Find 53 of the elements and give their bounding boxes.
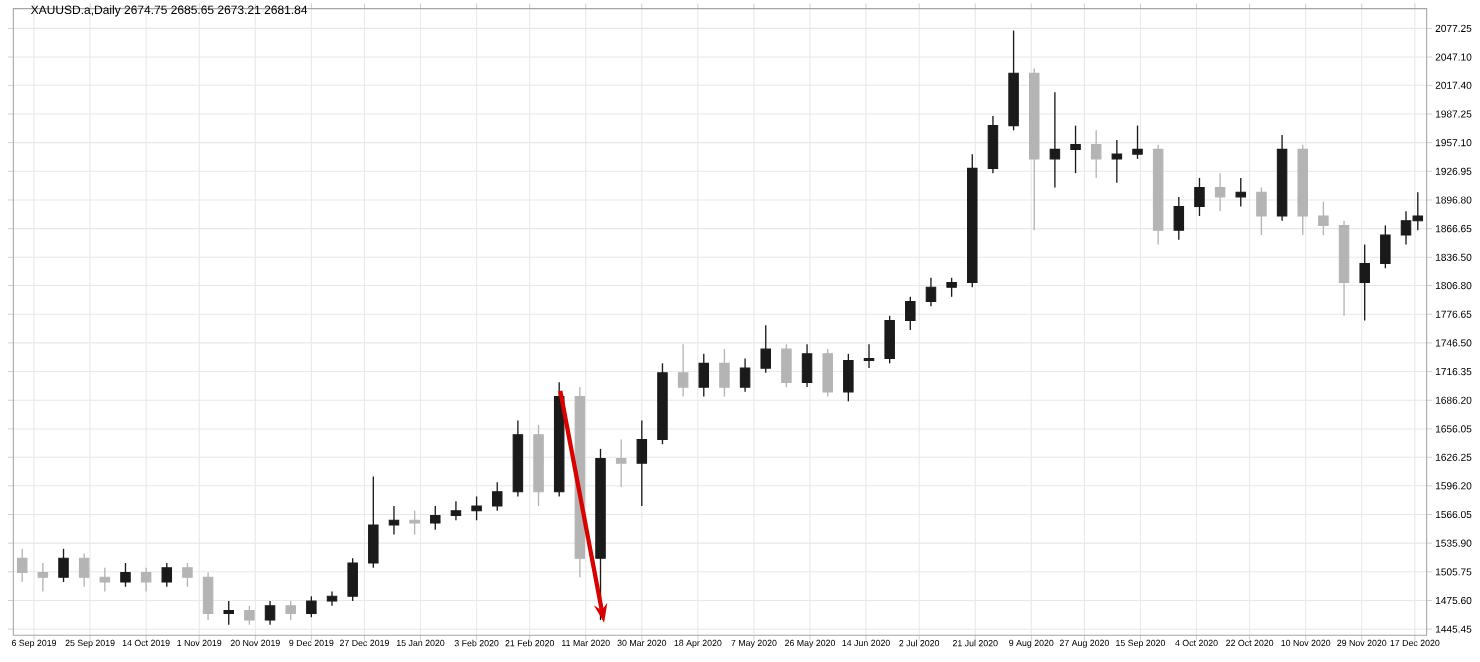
candlestick xyxy=(781,343,792,388)
candlestick xyxy=(801,343,813,388)
candlestick xyxy=(471,495,482,521)
candlestick xyxy=(719,348,730,398)
candlestick xyxy=(491,481,503,512)
candlestick xyxy=(16,548,28,583)
candlestick xyxy=(739,357,751,393)
candlestick xyxy=(120,562,131,588)
candlestick xyxy=(677,343,689,398)
candlestick xyxy=(1070,124,1081,174)
candlestick xyxy=(843,353,854,403)
candlestick xyxy=(1318,201,1329,236)
candlestick xyxy=(1132,124,1143,160)
candlestick xyxy=(946,277,957,298)
candlestick xyxy=(987,115,999,174)
candlestick xyxy=(1256,186,1267,236)
candlestick xyxy=(1111,139,1123,184)
candlestick xyxy=(285,600,296,621)
candlestick xyxy=(140,567,152,593)
candlestick xyxy=(1235,177,1247,208)
candlestick xyxy=(182,562,193,588)
candlestick xyxy=(202,571,214,621)
candlestick xyxy=(58,548,69,583)
candlestick xyxy=(161,562,173,588)
candlestick xyxy=(306,595,317,618)
candlestick xyxy=(244,605,255,626)
candlestick xyxy=(223,600,234,626)
candlestick xyxy=(615,438,627,488)
candlestick xyxy=(863,343,875,369)
candlestick xyxy=(884,315,895,365)
candlestick xyxy=(430,505,441,531)
candlestick xyxy=(347,557,358,602)
candlestick xyxy=(1359,243,1370,322)
candlestick xyxy=(37,562,49,593)
candlestick xyxy=(698,353,710,398)
candlestick xyxy=(925,277,937,307)
candlestick xyxy=(78,552,90,588)
candlestick xyxy=(450,500,462,521)
candlestick xyxy=(822,348,833,398)
candlestick xyxy=(388,505,400,536)
candlestick xyxy=(409,510,420,536)
candlestick xyxy=(99,567,111,593)
candlestick xyxy=(1090,129,1102,179)
candlestick xyxy=(1380,224,1391,269)
candlestick xyxy=(760,324,771,374)
candlestick xyxy=(1049,91,1061,189)
candlestick xyxy=(368,475,379,569)
candlestick xyxy=(1194,177,1205,217)
candlestick xyxy=(1214,172,1226,212)
candlestick xyxy=(1173,196,1185,241)
candlestick xyxy=(905,296,916,331)
candlestick xyxy=(264,600,276,626)
candlestick xyxy=(636,419,648,507)
